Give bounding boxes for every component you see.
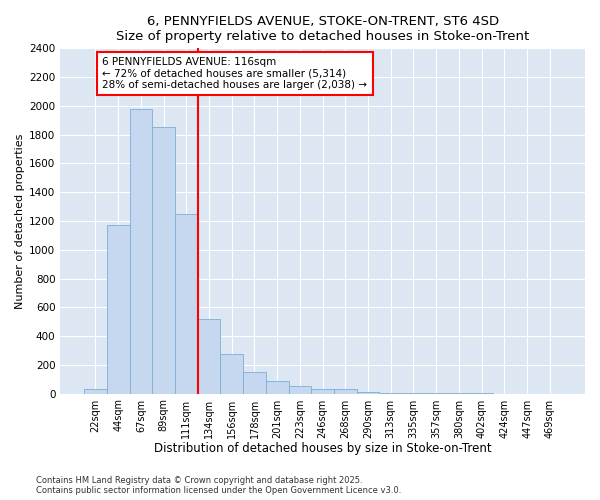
Bar (311, 390, 334, 394)
Bar (243, 372, 266, 394)
Bar (379, 393, 402, 394)
Bar (357, 392, 379, 394)
Bar (130, 110, 152, 394)
Bar (107, 224, 130, 394)
Text: 6 PENNYFIELDS AVENUE: 116sqm
← 72% of detached houses are smaller (5,314)
28% of: 6 PENNYFIELDS AVENUE: 116sqm ← 72% of de… (103, 57, 367, 90)
Bar (266, 382, 289, 394)
Bar (198, 319, 220, 394)
X-axis label: Distribution of detached houses by size in Stoke-on-Trent: Distribution of detached houses by size … (154, 442, 491, 455)
Bar (289, 386, 311, 394)
Y-axis label: Number of detached properties: Number of detached properties (15, 134, 25, 308)
Bar (175, 214, 198, 394)
Bar (220, 354, 243, 394)
Text: Contains HM Land Registry data © Crown copyright and database right 2025.
Contai: Contains HM Land Registry data © Crown c… (36, 476, 401, 495)
Title: 6, PENNYFIELDS AVENUE, STOKE-ON-TRENT, ST6 4SD
Size of property relative to deta: 6, PENNYFIELDS AVENUE, STOKE-ON-TRENT, S… (116, 15, 529, 43)
Bar (84, 390, 107, 394)
Bar (152, 128, 175, 394)
Bar (334, 388, 357, 394)
